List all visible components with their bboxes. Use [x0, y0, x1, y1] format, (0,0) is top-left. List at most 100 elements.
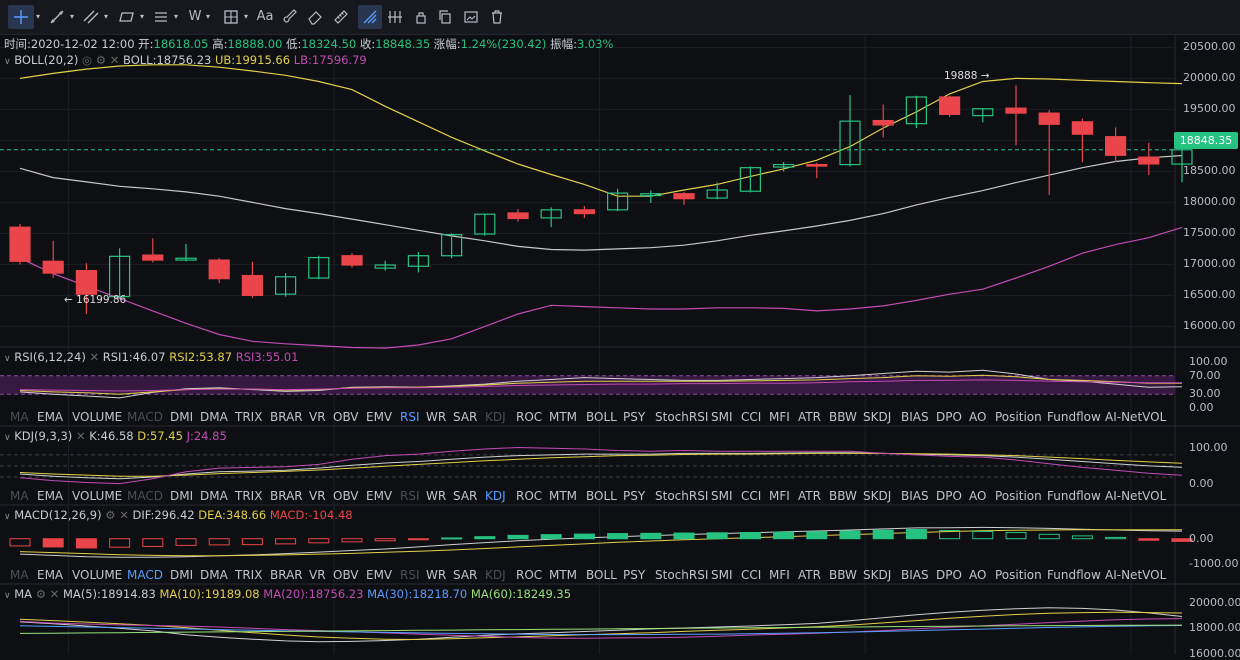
settings-icon[interactable]: ⚙ — [95, 53, 107, 67]
indicator-tab-wr[interactable]: WR — [426, 489, 447, 503]
magnet-icon[interactable] — [358, 5, 382, 29]
indicator-tab-cci[interactable]: CCI — [741, 568, 762, 582]
indicator-tab-ema[interactable]: EMA — [37, 489, 64, 503]
ruler-icon[interactable] — [330, 5, 352, 29]
chevron-down-icon[interactable]: ▾ — [173, 12, 178, 21]
indicator-tab-volume[interactable]: VOLUME — [72, 410, 123, 424]
close-icon[interactable]: ✕ — [109, 53, 120, 67]
indicator-tab-atr[interactable]: ATR — [798, 410, 821, 424]
indicator-tab-sar[interactable]: SAR — [453, 568, 478, 582]
collapse-icon[interactable]: ∨ — [4, 591, 11, 601]
indicator-tab-bias[interactable]: BIAS — [901, 410, 929, 424]
indicator-tab-roc[interactable]: ROC — [516, 489, 543, 503]
indicator-tab-kdj[interactable]: KDJ — [485, 410, 506, 424]
indicator-tab-psy[interactable]: PSY — [623, 489, 646, 503]
indicator-tab-stochrsi[interactable]: StochRSI — [655, 568, 709, 582]
indicator-tab-stochrsi[interactable]: StochRSI — [655, 489, 709, 503]
indicator-tab-ema[interactable]: EMA — [37, 410, 64, 424]
close-icon[interactable]: ✕ — [75, 429, 86, 443]
chevron-down-icon[interactable]: ▾ — [103, 12, 108, 21]
indicator-tab-sar[interactable]: SAR — [453, 489, 478, 503]
indicator-tab-ai-netvol[interactable]: AI-NetVOL — [1105, 410, 1167, 424]
close-icon[interactable]: ✕ — [89, 350, 100, 364]
close-icon[interactable]: ✕ — [49, 587, 60, 601]
pattern-w-icon[interactable]: W — [188, 9, 202, 24]
indicator-tab-bbw[interactable]: BBW — [829, 489, 857, 503]
indicator-tab-mtm[interactable]: MTM — [549, 568, 578, 582]
indicator-tab-ao[interactable]: AO — [969, 410, 987, 424]
indicator-tab-psy[interactable]: PSY — [623, 410, 646, 424]
horizontal-lines-icon[interactable] — [150, 5, 172, 29]
indicator-tab-ma[interactable]: MA — [10, 489, 29, 503]
indicator-tab-obv[interactable]: OBV — [333, 489, 359, 503]
indicator-tab-atr[interactable]: ATR — [798, 568, 821, 582]
indicator-tab-emv[interactable]: EMV — [366, 489, 393, 503]
indicator-tab-ma[interactable]: MA — [10, 568, 29, 582]
indicator-tab-rsi[interactable]: RSI — [400, 410, 420, 424]
indicator-tab-psy[interactable]: PSY — [623, 568, 646, 582]
indicator-tab-rsi[interactable]: RSI — [400, 489, 420, 503]
indicator-tab-emv[interactable]: EMV — [366, 568, 393, 582]
collapse-icon[interactable]: ∨ — [4, 433, 11, 443]
indicator-tab-macd[interactable]: MACD — [127, 489, 163, 503]
chevron-down-icon[interactable]: ▾ — [35, 12, 40, 21]
indicator-tab-mfi[interactable]: MFI — [769, 410, 790, 424]
eye-icon[interactable]: ◎ — [82, 53, 93, 67]
indicator-tab-dmi[interactable]: DMI — [170, 568, 194, 582]
indicator-tab-fundflow[interactable]: Fundflow — [1047, 489, 1101, 503]
collapse-icon[interactable]: ∨ — [4, 354, 11, 364]
indicator-tab-vr[interactable]: VR — [309, 568, 326, 582]
indicator-tab-kdj[interactable]: KDJ — [485, 568, 506, 582]
close-icon[interactable]: ✕ — [119, 508, 129, 522]
indicator-tab-brar[interactable]: BRAR — [270, 410, 303, 424]
indicator-tab-atr[interactable]: ATR — [798, 489, 821, 503]
indicator-tab-roc[interactable]: ROC — [516, 568, 543, 582]
indicator-tab-mfi[interactable]: MFI — [769, 568, 790, 582]
indicator-tab-position[interactable]: Position — [995, 489, 1042, 503]
text-icon[interactable]: Aa — [256, 9, 274, 24]
grid-icon[interactable] — [384, 5, 406, 29]
indicator-tab-dma[interactable]: DMA — [200, 489, 228, 503]
indicator-tab-boll[interactable]: BOLL — [586, 410, 617, 424]
indicator-tab-stochrsi[interactable]: StochRSI — [655, 410, 709, 424]
indicator-tab-emv[interactable]: EMV — [366, 410, 393, 424]
settings-icon[interactable]: ⚙ — [105, 508, 116, 522]
indicator-tab-ai-netvol[interactable]: AI-NetVOL — [1105, 568, 1167, 582]
trash-icon[interactable] — [486, 5, 508, 29]
indicator-tab-mtm[interactable]: MTM — [549, 489, 578, 503]
indicator-tab-mtm[interactable]: MTM — [549, 410, 578, 424]
crosshair-icon[interactable] — [8, 5, 34, 29]
indicator-tab-dpo[interactable]: DPO — [936, 410, 962, 424]
indicator-tab-macd[interactable]: MACD — [127, 410, 163, 424]
brush-icon[interactable] — [280, 5, 302, 29]
indicator-tab-ma[interactable]: MA — [10, 410, 29, 424]
indicator-tab-wr[interactable]: WR — [426, 568, 447, 582]
indicator-tab-ai-netvol[interactable]: AI-NetVOL — [1105, 489, 1167, 503]
indicator-tab-kdj[interactable]: KDJ — [485, 489, 506, 503]
indicator-tab-bbw[interactable]: BBW — [829, 568, 857, 582]
rectangle-icon[interactable] — [116, 5, 138, 29]
chevron-down-icon[interactable]: ▾ — [243, 12, 248, 21]
chevron-down-icon[interactable]: ▾ — [205, 12, 210, 21]
indicator-tab-trix[interactable]: TRIX — [235, 489, 263, 503]
indicator-tab-dpo[interactable]: DPO — [936, 568, 962, 582]
indicator-tab-skdj[interactable]: SKDJ — [863, 410, 892, 424]
indicator-tab-macd[interactable]: MACD — [127, 568, 163, 582]
indicator-tab-dmi[interactable]: DMI — [170, 410, 194, 424]
chevron-down-icon[interactable]: ▾ — [139, 12, 144, 21]
collapse-icon[interactable]: ∨ — [4, 57, 11, 67]
indicator-tab-ao[interactable]: AO — [969, 489, 987, 503]
indicator-tab-dma[interactable]: DMA — [200, 410, 228, 424]
indicator-tab-smi[interactable]: SMI — [711, 489, 733, 503]
indicator-tab-smi[interactable]: SMI — [711, 568, 733, 582]
settings-icon[interactable]: ⚙ — [35, 587, 47, 601]
indicator-tab-fundflow[interactable]: Fundflow — [1047, 410, 1101, 424]
indicator-tab-dma[interactable]: DMA — [200, 568, 228, 582]
indicator-tab-position[interactable]: Position — [995, 568, 1042, 582]
indicator-tab-bbw[interactable]: BBW — [829, 410, 857, 424]
indicator-tab-volume[interactable]: VOLUME — [72, 568, 123, 582]
indicator-tab-skdj[interactable]: SKDJ — [863, 568, 892, 582]
indicator-tab-smi[interactable]: SMI — [711, 410, 733, 424]
indicator-tab-ao[interactable]: AO — [969, 568, 987, 582]
